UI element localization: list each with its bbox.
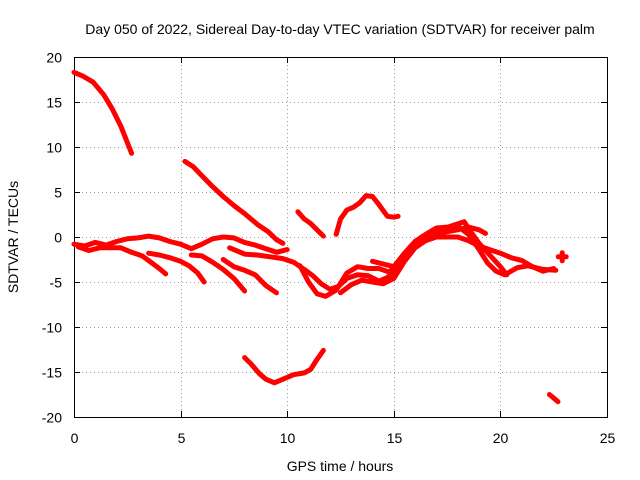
x-tick-label: 15 <box>387 430 403 446</box>
data-series-arc-15 <box>546 392 561 405</box>
data-series-group <box>71 69 569 405</box>
y-tick-label: 0 <box>54 230 62 246</box>
y-axis-label: SDTVAR / TECUs <box>5 181 21 293</box>
data-series-arc-8 <box>188 252 248 294</box>
y-tick-label: 20 <box>46 50 62 66</box>
data-series-arc-12 <box>338 234 557 296</box>
data-series-arc-14 <box>242 347 326 386</box>
x-axis-ticks: 0 5 10 15 20 25 <box>71 57 616 446</box>
x-tick-label: 5 <box>178 430 186 446</box>
y-tick-label: 15 <box>46 95 62 111</box>
x-tick-label: 20 <box>493 430 509 446</box>
data-series-arc-10 <box>227 224 488 292</box>
data-series-arc-9 <box>220 257 279 296</box>
y-axis-ticks: 20 15 10 5 0 -5 -10 -15 -20 <box>42 50 607 426</box>
chart-title: Day 050 of 2022, Sidereal Day-to-day VTE… <box>85 21 594 37</box>
y-tick-label: 5 <box>54 185 62 201</box>
data-series-arc-13 <box>370 223 559 278</box>
data-series-arc-1 <box>71 69 135 156</box>
y-tick-label: 10 <box>46 140 62 156</box>
data-series-arc-2 <box>182 158 286 246</box>
data-series-arc-4 <box>333 193 401 237</box>
data-series-arc-5 <box>71 233 290 255</box>
data-series-arc-3 <box>295 209 326 239</box>
y-tick-label: -5 <box>50 275 63 291</box>
x-axis-label: GPS time / hours <box>287 458 394 474</box>
y-tick-label: -10 <box>42 320 62 336</box>
data-point-arc-16 <box>555 250 569 264</box>
y-tick-label: -20 <box>42 410 62 426</box>
x-tick-label: 0 <box>71 430 79 446</box>
data-series-arc-6 <box>75 244 169 277</box>
x-tick-label: 10 <box>280 430 296 446</box>
y-tick-label: -15 <box>42 365 62 381</box>
x-tick-label: 25 <box>600 430 616 446</box>
data-series-arc-7 <box>146 250 207 285</box>
